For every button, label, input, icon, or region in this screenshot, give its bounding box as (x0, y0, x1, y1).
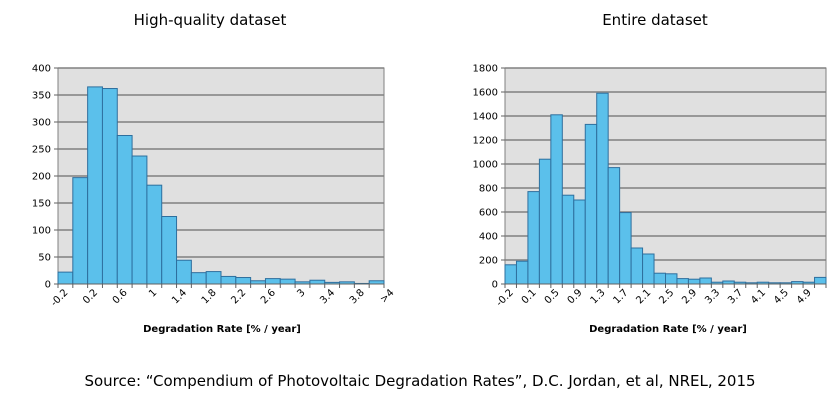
chart1-y-tick-label: 200 (32, 172, 51, 183)
chart1-bar (264, 278, 281, 285)
chart1-x-tick-label: 3.8 (348, 287, 367, 306)
chart2-y-tick-label: 400 (479, 232, 498, 243)
chart2-bar (630, 247, 644, 285)
chart2-x-tick-label: 0.5 (543, 287, 562, 306)
chart1-y-tick-label: 50 (38, 253, 51, 264)
chart2-x-tick-label: 1.3 (589, 287, 608, 306)
chart2-x-tick-label: 1.7 (611, 287, 630, 306)
chart2-y-tick-label: 1200 (473, 136, 498, 147)
chart1-bar (205, 271, 222, 285)
chart2-bar (596, 92, 609, 285)
chart2-bar (653, 272, 666, 285)
chart1-y-tick-label: 300 (32, 118, 51, 129)
chart2-y-tick-label: 200 (479, 256, 498, 267)
chart2-x-tick-label: 0.9 (566, 287, 585, 306)
chart2-bar (515, 260, 529, 285)
chart2-y-tick-label: 0 (492, 280, 498, 291)
chart1-x-tick-label: 1 (147, 287, 159, 299)
chart1-bar (146, 184, 163, 285)
chart1-x-tick-label: 0.6 (111, 287, 130, 306)
chart1-x-tick-label: 2.2 (229, 287, 248, 306)
chart2-x-tick-label: 2.9 (680, 287, 699, 306)
chart1-bar (161, 216, 178, 285)
chart1-bar (57, 271, 74, 285)
chart2-bar (561, 194, 575, 285)
chart2-bar (665, 273, 678, 285)
chart2-x-tick-label: 4.5 (772, 287, 791, 306)
chart1-y-tick-label: 250 (32, 145, 51, 156)
chart1-bar (309, 279, 326, 285)
chart2-y-tick-label: 1600 (473, 88, 498, 99)
chart2-x-axis-label: Degradation Rate [% / year] (589, 324, 747, 335)
chart2-y-tick-label: 800 (479, 184, 498, 195)
chart1-x-tick-label: 1.4 (170, 287, 189, 306)
chart2-bar (814, 276, 827, 285)
chart2-bar (676, 278, 689, 285)
chart1-x-tick-label: 0.2 (81, 287, 100, 306)
chart2-bar (538, 158, 552, 285)
chart1-bar (220, 275, 237, 285)
chart1-x-tick-label: 3 (295, 287, 307, 299)
chart1-bar (116, 135, 133, 285)
chart1-bar (72, 177, 89, 285)
chart2-x-tick-label: 4.1 (749, 287, 768, 306)
chart1-y-tick-label: 100 (32, 226, 51, 237)
chart1-bar (101, 88, 118, 285)
chart2-x-tick-label: 3.7 (726, 287, 745, 306)
chart2-title: Entire dataset (602, 11, 708, 29)
chart2-bar (504, 264, 517, 285)
chart2-x-tick-label: -0.2 (494, 287, 516, 309)
chart2-y-tick-label: 1400 (473, 112, 498, 123)
chart2-bar (607, 167, 621, 285)
source-caption: Source: “Compendium of Photovoltaic Degr… (84, 372, 756, 390)
chart2-y-tick-label: 1000 (473, 160, 498, 171)
chart2-bar (584, 123, 598, 285)
chart1-bar (235, 277, 252, 285)
chart1-bar (190, 272, 207, 285)
chart1-x-tick-label: 1.8 (200, 287, 219, 306)
chart1-y-tick-label: 350 (32, 91, 51, 102)
chart1-bar (87, 86, 103, 285)
chart1-y-tick-label: 150 (32, 199, 51, 210)
chart1-bar (131, 155, 148, 285)
chart2-x-tick-label: 2.5 (657, 287, 676, 306)
chart1-x-tick-label: >4 (378, 287, 396, 305)
chart2-x-tick-label: 4.9 (795, 287, 814, 306)
chart1-y-tick-label: 0 (45, 280, 51, 291)
chart2-x-tick-label: 2.1 (634, 287, 653, 306)
chart2-bar (527, 191, 540, 285)
chart2-y-tick-label: 600 (479, 208, 498, 219)
chart1-title: High-quality dataset (134, 11, 287, 29)
chart1-x-tick-label: 3.4 (318, 287, 337, 306)
chart2-bar (699, 277, 712, 285)
chart2-x-tick-label: 3.3 (703, 287, 722, 306)
chart2-y-tick-label: 1800 (473, 64, 498, 75)
chart1-bar (279, 278, 296, 285)
chart1-x-tick-label: -0.2 (49, 287, 71, 309)
chart2-bar (573, 199, 586, 285)
chart2-bar (550, 114, 563, 285)
chart1-x-tick-label: 2.6 (259, 287, 278, 306)
chart1-x-axis-label: Degradation Rate [% / year] (143, 324, 301, 335)
chart2-x-tick-label: 0.1 (520, 287, 539, 306)
chart2-bar (687, 278, 701, 285)
chart2-bar (642, 253, 655, 285)
chart1-y-tick-label: 400 (32, 64, 51, 75)
chart1-bar (176, 259, 192, 285)
chart2-bar (619, 212, 632, 285)
